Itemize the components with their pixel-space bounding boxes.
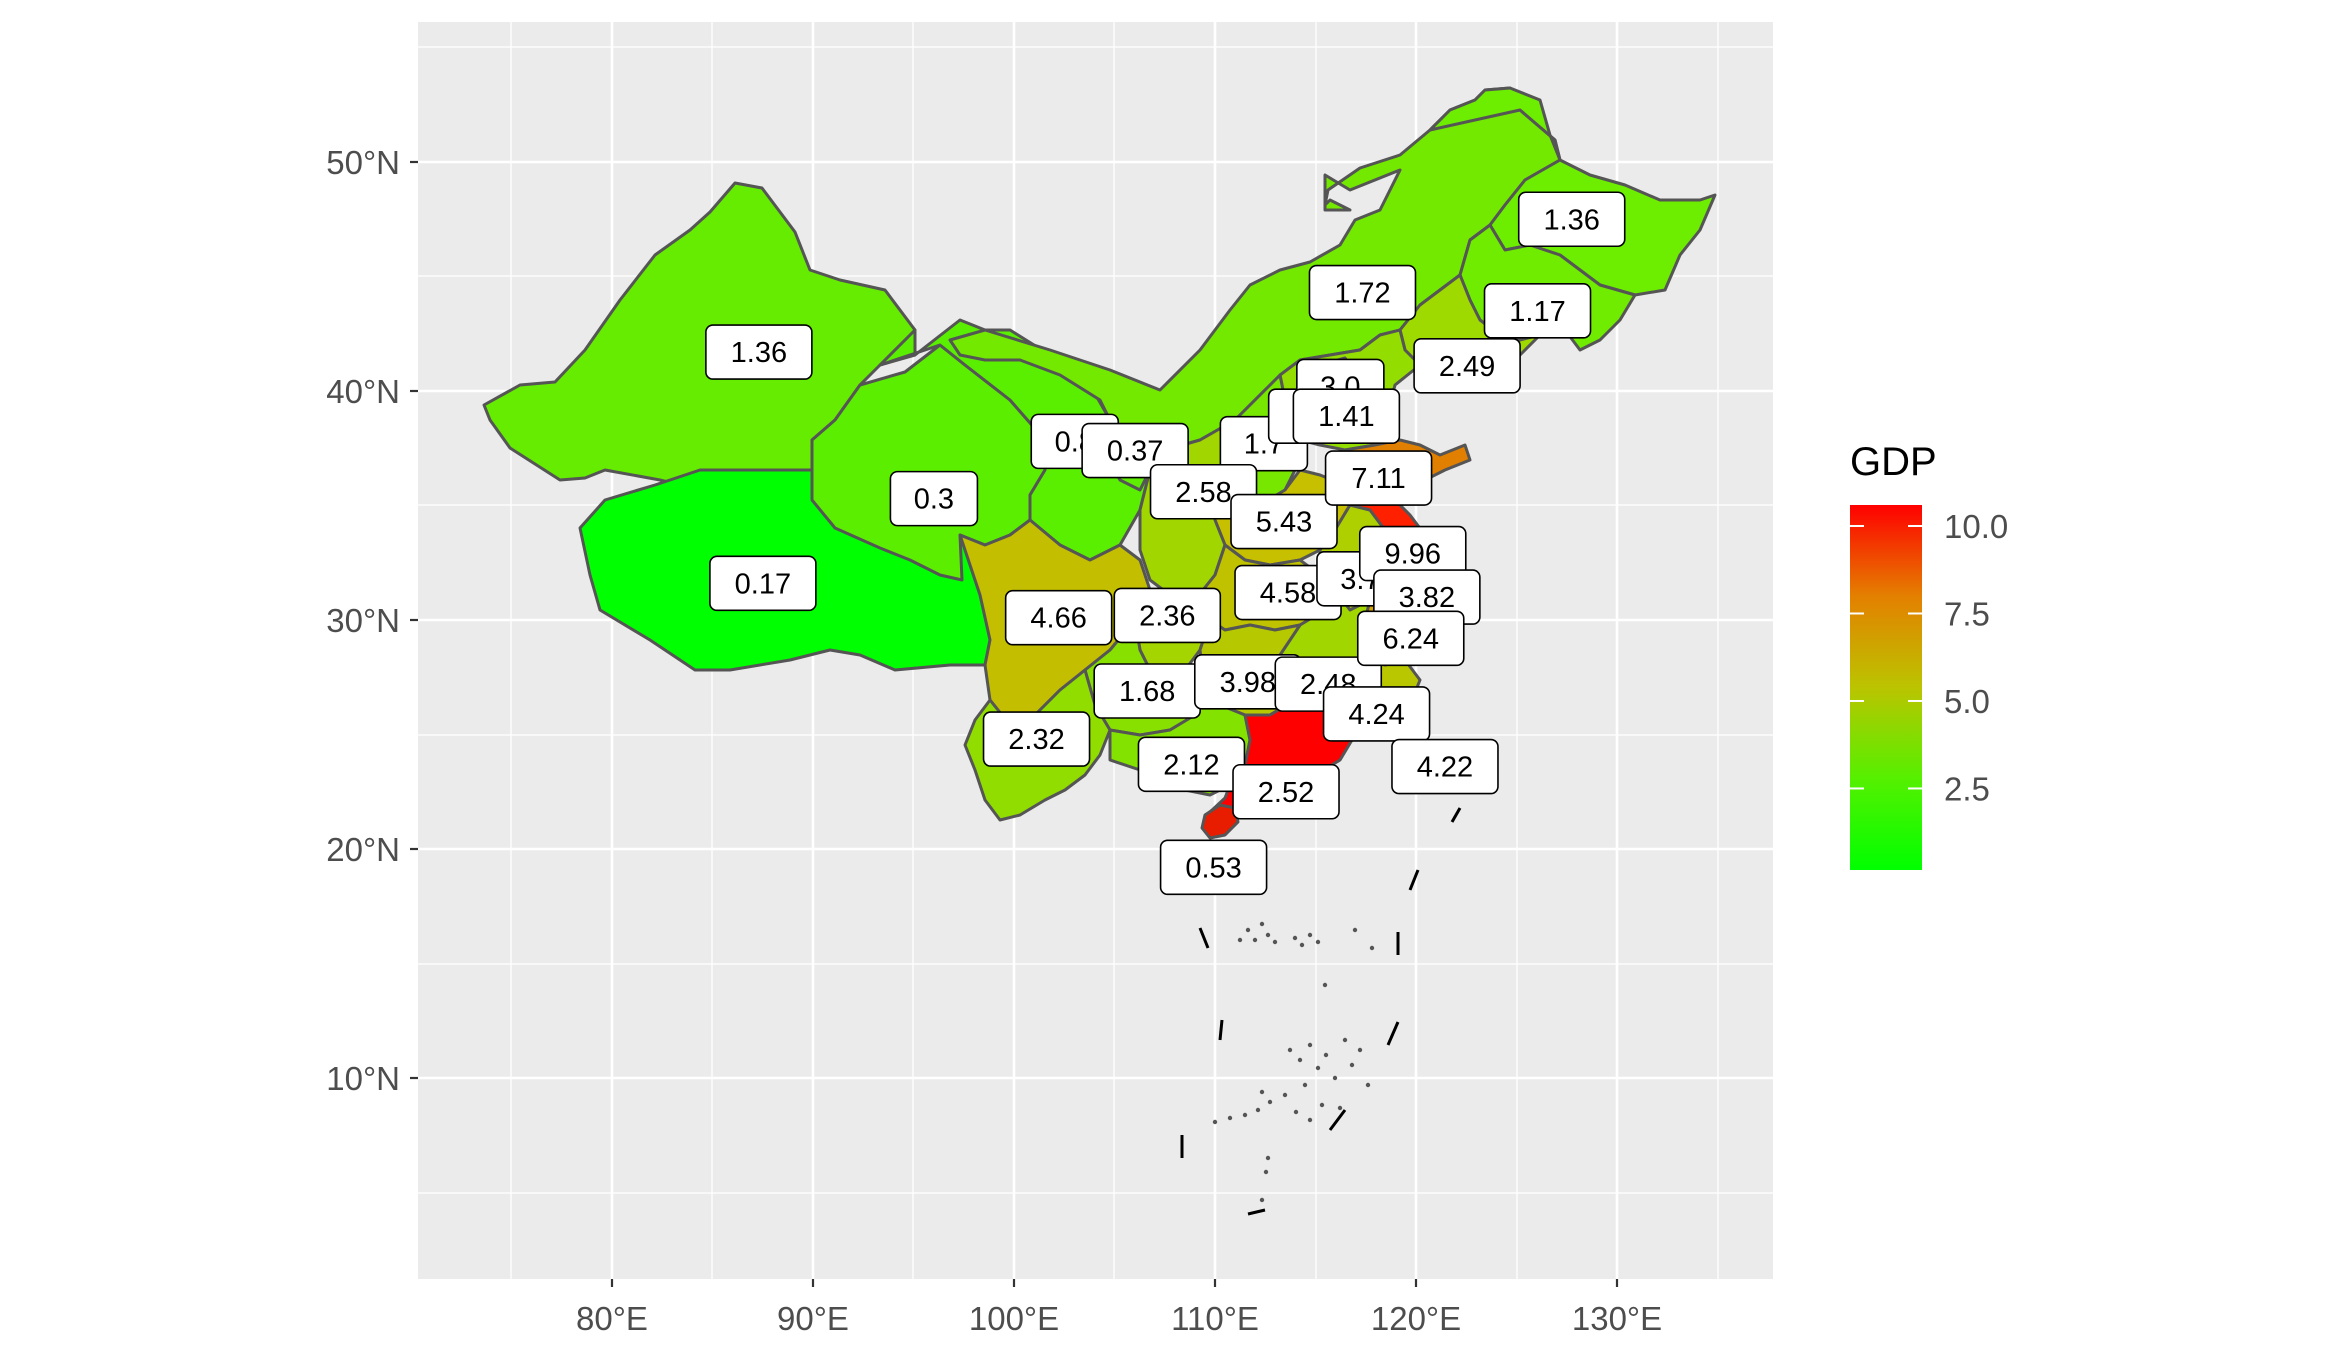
- value-labels: 1.360.170.30.8 0.37 1.72.584.66 2.361.682.3…: [705, 191, 1626, 896]
- value-label: 1.41: [1292, 388, 1401, 444]
- x-tick-label: 90°E: [777, 1300, 849, 1337]
- legend-tick-label: 7.5: [1944, 595, 1990, 632]
- nine-dash-line: [1180, 807, 1462, 1216]
- value-label-box: [1113, 587, 1222, 644]
- value-label-box: [1230, 493, 1338, 550]
- value-label: 6.24: [1356, 610, 1465, 667]
- value-label-text: 4.58: [1260, 578, 1316, 610]
- value-label-box: [1483, 283, 1592, 339]
- value-label-text: 2.12: [1163, 749, 1219, 781]
- value-label-text: 1.41: [1318, 401, 1374, 433]
- legend-title: GDP: [1850, 440, 1937, 484]
- x-axis: 80°E 90°E 100°E 110°E 120°E 130°E: [576, 1279, 1662, 1337]
- value-label-box: [1004, 589, 1113, 646]
- value-label: 0.53: [1159, 839, 1268, 896]
- value-label-box: [1413, 338, 1521, 394]
- value-label-box: [705, 324, 813, 380]
- value-label-text: 5.43: [1256, 507, 1312, 539]
- x-tick-label: 80°E: [576, 1300, 648, 1337]
- value-label: 7.11: [1324, 450, 1433, 506]
- y-axis: 50°N 40°N 30°N 20°N 10°N: [326, 144, 418, 1097]
- value-label-text: 1.68: [1119, 676, 1175, 708]
- value-label: 2.12: [1137, 736, 1246, 793]
- y-tick-label: 20°N: [326, 831, 400, 868]
- value-label-box: [1149, 463, 1258, 520]
- value-label: 1.36: [705, 324, 813, 380]
- value-label-box: [889, 470, 979, 527]
- value-label-text: 1.36: [1543, 204, 1599, 236]
- x-tick-label: 110°E: [1171, 1300, 1259, 1337]
- value-label-text: 4.22: [1417, 752, 1473, 784]
- value-label: 2.52: [1232, 763, 1340, 820]
- x-tick-label: 130°E: [1572, 1300, 1662, 1337]
- legend-colorbar: [1850, 505, 1922, 870]
- y-tick-label: 10°N: [326, 1060, 400, 1097]
- y-tick-label: 40°N: [326, 373, 400, 410]
- value-label: 2.36: [1113, 587, 1222, 644]
- value-label: 4.22: [1391, 738, 1499, 795]
- legend-tick-label: 10.0: [1944, 508, 2008, 545]
- value-label-text: 9.96: [1385, 539, 1441, 571]
- value-label-box: [1391, 738, 1499, 795]
- legend-tick-label: 5.0: [1944, 683, 1990, 720]
- value-label-text: 1.17: [1509, 296, 1565, 328]
- value-label-box: [1324, 450, 1433, 506]
- value-label-text: 2.49: [1439, 351, 1495, 383]
- value-label-text: 2.58: [1175, 477, 1231, 509]
- value-label-box: [1159, 839, 1268, 896]
- value-label: 4.58: [1234, 564, 1342, 621]
- x-tick-label: 100°E: [969, 1300, 1059, 1337]
- value-label-text: 6.24: [1383, 623, 1439, 655]
- south-sea-islands: [1212, 921, 1375, 1203]
- value-label-text: 0.37: [1107, 436, 1163, 468]
- value-label-text: 2.32: [1008, 724, 1064, 756]
- value-label: 2.58: [1149, 463, 1258, 520]
- province-hainan: [1200, 803, 1240, 840]
- value-label-box: [709, 555, 817, 612]
- x-tick-label: 120°E: [1371, 1300, 1461, 1337]
- value-label: 1.68: [1093, 663, 1201, 719]
- value-label-text: 1.36: [731, 337, 787, 369]
- legend-ticks: 10.0 7.5 5.0 2.5: [1850, 508, 2008, 807]
- value-label: 2.49: [1413, 338, 1521, 394]
- value-label: 1.17: [1483, 283, 1592, 339]
- value-label: 1.72: [1308, 264, 1417, 321]
- value-label-text: 7.11: [1351, 463, 1405, 495]
- value-label: 1.36: [1517, 191, 1626, 248]
- value-label-text: 0.17: [735, 568, 791, 600]
- value-label-text: 4.66: [1030, 603, 1086, 635]
- value-label: 4.66: [1004, 589, 1113, 646]
- value-label: 9.96: [1358, 525, 1467, 582]
- value-label-box: [1232, 763, 1340, 820]
- value-label: 0.3: [889, 470, 979, 527]
- value-label-box: [1292, 388, 1401, 444]
- value-label: 0.17: [709, 555, 817, 612]
- value-label-text: 4.24: [1348, 699, 1404, 731]
- value-label-box: [1517, 191, 1626, 248]
- value-label-text: 3.82: [1399, 582, 1455, 614]
- value-label-text: 2.36: [1139, 600, 1195, 632]
- y-tick-label: 50°N: [326, 144, 400, 181]
- value-label-text: 1.72: [1334, 278, 1390, 310]
- value-label-text: 3.98: [1220, 667, 1276, 699]
- value-label-box: [1322, 686, 1431, 742]
- value-label: 2.32: [982, 711, 1091, 767]
- value-label: 5.43: [1230, 493, 1338, 550]
- value-label-text: 0.53: [1185, 852, 1241, 884]
- legend-tick-label: 2.5: [1944, 770, 1990, 807]
- y-tick-label: 30°N: [326, 602, 400, 639]
- value-label-box: [1308, 264, 1417, 321]
- value-label: 4.24: [1322, 686, 1431, 742]
- value-label-box: [1356, 610, 1465, 667]
- value-label: 3.98: [1193, 654, 1302, 710]
- legend: GDP 10.0 7.5 5.0 2.5: [1850, 440, 2008, 870]
- value-label-text: 2.52: [1258, 777, 1314, 809]
- value-label-text: 0.3: [914, 484, 954, 516]
- value-label-box: [982, 711, 1091, 767]
